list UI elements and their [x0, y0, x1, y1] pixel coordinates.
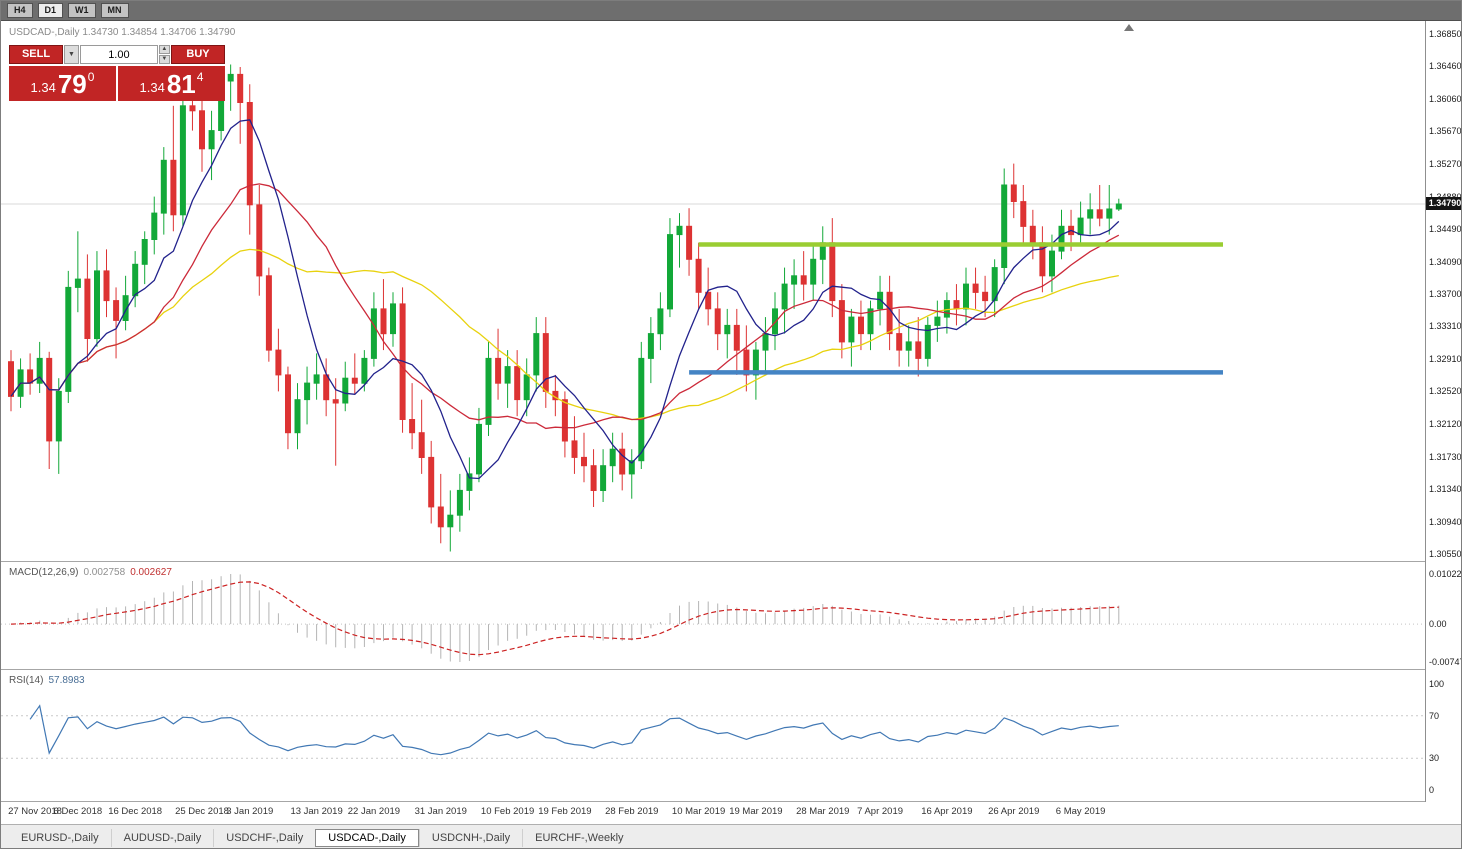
- macd-axis-max: 0.01022: [1429, 569, 1462, 579]
- time-label: 6 May 2019: [1055, 806, 1106, 817]
- time-axis[interactable]: 27 Nov 2018 6 Dec 2018 16 Dec 2018 25 Dec 2…: [1, 802, 1425, 824]
- time-label: 16 Dec 2018: [108, 806, 163, 817]
- time-label: 6 Dec 2018: [53, 806, 103, 817]
- timeframe-d1-button[interactable]: D1: [37, 3, 64, 18]
- buy-price-prefix: 1.34: [139, 79, 165, 95]
- time-label: 16 Apr 2019: [921, 806, 973, 817]
- buy-button[interactable]: BUY: [171, 45, 225, 64]
- price-tick: 1.36850: [1429, 29, 1462, 39]
- price-tick: 1.36460: [1429, 61, 1462, 72]
- rsi-value: 57.8983: [48, 675, 85, 686]
- timeframe-mn-button[interactable]: MN: [100, 3, 129, 18]
- timeframe-toolbar: H4 D1 W1 MN: [1, 1, 1461, 21]
- macd-signal-value: 0.002627: [130, 567, 172, 578]
- time-label: 13 Jan 2019: [290, 806, 343, 817]
- current-price-tag: 1.34790: [1426, 197, 1461, 211]
- chart-tab-bar: EURUSD-,Daily AUDUSD-,Daily USDCHF-,Daily U…: [1, 824, 1461, 848]
- price-tick: 1.33700: [1429, 289, 1462, 299]
- volume-spinner: ▲ ▼: [158, 45, 170, 64]
- chart-tab[interactable]: USDCNH-,Daily: [418, 828, 522, 847]
- price-tick: 1.31730: [1429, 451, 1462, 462]
- time-label: 25 Dec 2018: [175, 806, 229, 817]
- volume-input[interactable]: [80, 45, 158, 64]
- time-label: 28 Mar 2019: [796, 806, 850, 817]
- chart-ohlc-readout: 1.34730 1.34854 1.34706 1.34790: [82, 27, 236, 38]
- buy-price-point: 4: [196, 70, 204, 84]
- macd-header: MACD(12,26,9) 0.002758 0.002627: [9, 567, 172, 578]
- price-tick: 1.32910: [1429, 354, 1462, 365]
- chart-shift-icon[interactable]: [1124, 24, 1134, 31]
- moving-average-line: [10, 119, 1120, 480]
- sell-price-pips: 79: [57, 68, 87, 99]
- volume-dropdown-button[interactable]: ▼: [64, 45, 79, 64]
- price-tick: 1.30940: [1429, 516, 1462, 527]
- panel-separator: [1, 801, 1461, 802]
- rsi-axis-label: 0: [1429, 785, 1435, 795]
- time-label: 22 Jan 2019: [347, 806, 401, 817]
- rsi-line: [29, 704, 1119, 756]
- moving-average-line: [10, 248, 1119, 421]
- time-label: 27 Nov 2018: [8, 806, 62, 817]
- price-tick: 1.30550: [1429, 549, 1462, 559]
- rsi-axis-label: 100: [1429, 679, 1445, 689]
- buy-price-pips: 81: [166, 68, 196, 99]
- time-label: 19 Feb 2019: [538, 806, 592, 817]
- time-label: 10 Mar 2019: [671, 806, 726, 817]
- price-tick: 1.32120: [1429, 419, 1462, 430]
- chart-tab[interactable]: USDCAD-,Daily: [315, 828, 419, 847]
- panel-separator: [1, 669, 1461, 670]
- price-axis[interactable]: 1.36850 1.36460 1.36060 1.35670 1.35270 1.348…: [1425, 21, 1462, 802]
- macd-panel[interactable]: [1, 562, 1425, 669]
- panel-separator: [1, 561, 1461, 562]
- macd-axis-zero: 0.00: [1429, 619, 1447, 630]
- price-tick: 1.31340: [1429, 483, 1462, 494]
- chart-tab[interactable]: AUDUSD-,Daily: [110, 828, 214, 847]
- macd-signal-line: [10, 581, 1119, 656]
- time-label: 28 Feb 2019: [605, 806, 659, 817]
- chart-title: USDCAD-,Daily 1.34730 1.34854 1.34706 1.…: [9, 27, 235, 38]
- sell-price-display[interactable]: 1.34 79 0: [9, 66, 116, 101]
- time-label: 26 Apr 2019: [988, 806, 1040, 817]
- price-tick: 1.32520: [1429, 386, 1462, 397]
- buy-price-display[interactable]: 1.34 81 4: [118, 66, 225, 101]
- chart-tab[interactable]: EURCHF-,Weekly: [522, 828, 635, 847]
- chart-symbol-period: USDCAD-,Daily: [9, 27, 80, 38]
- moving-average-line: [10, 183, 1120, 430]
- time-label: 31 Jan 2019: [414, 806, 467, 817]
- price-tick: 1.33310: [1429, 321, 1462, 332]
- macd-axis-min: -0.00747: [1429, 657, 1462, 667]
- chart-tab[interactable]: EURUSD-,Daily: [21, 831, 99, 844]
- volume-up-icon[interactable]: ▲: [158, 45, 170, 54]
- chart-tab[interactable]: USDCHF-,Daily: [213, 828, 315, 847]
- price-tick: 1.36060: [1429, 94, 1462, 105]
- sell-price-point: 0: [87, 70, 95, 84]
- time-label: 7 Apr 2019: [857, 806, 904, 817]
- time-label: 3 Jan 2019: [226, 806, 274, 817]
- sell-button[interactable]: SELL: [9, 45, 63, 64]
- rsi-axis-label: 30: [1429, 753, 1440, 764]
- timeframe-w1-button[interactable]: W1: [68, 3, 96, 18]
- price-tick: 1.34880: [1429, 192, 1461, 202]
- time-label: 10 Feb 2019: [480, 806, 535, 817]
- sell-price-prefix: 1.34: [30, 79, 56, 95]
- timeframe-h4-button[interactable]: H4: [7, 3, 33, 18]
- rsi-axis-label: 70: [1429, 710, 1440, 721]
- price-tick: 1.35270: [1429, 159, 1462, 170]
- price-tick: 1.35670: [1429, 126, 1462, 137]
- price-tick: 1.34490: [1429, 223, 1462, 234]
- rsi-label: RSI(14): [9, 675, 44, 686]
- candlestick-chart[interactable]: [1, 21, 1425, 561]
- time-label: 19 Mar 2019: [729, 806, 783, 817]
- rsi-panel[interactable]: [1, 670, 1425, 801]
- rsi-header: RSI(14) 57.8983: [9, 675, 85, 686]
- volume-down-icon[interactable]: ▼: [158, 55, 170, 64]
- price-tick: 1.34090: [1429, 256, 1462, 267]
- macd-label: MACD(12,26,9): [9, 567, 79, 578]
- macd-main-value: 0.002758: [83, 567, 126, 578]
